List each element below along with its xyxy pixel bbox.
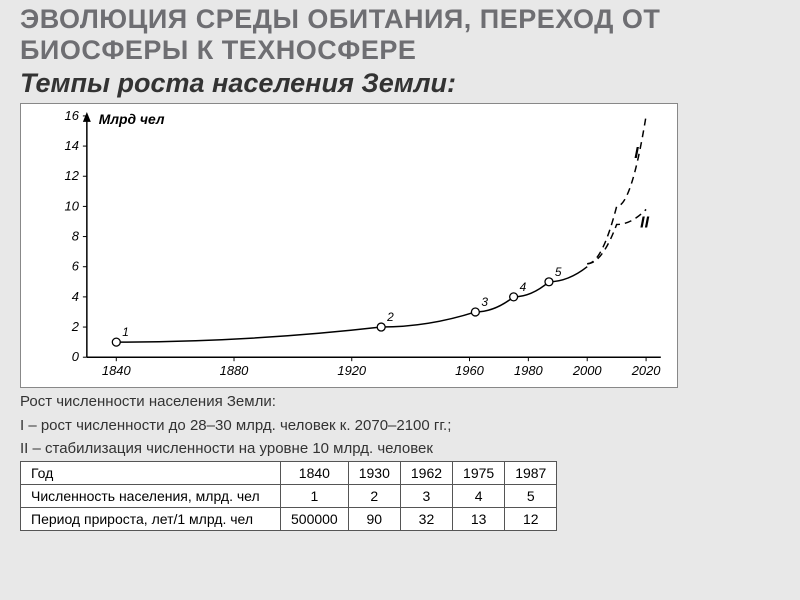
- table-row: Год 1840 1930 1962 1975 1987: [21, 461, 557, 484]
- svg-text:16: 16: [65, 108, 80, 123]
- cell: 1840: [281, 461, 349, 484]
- cell: 2: [348, 484, 400, 507]
- cell: 5: [505, 484, 557, 507]
- cell: 1962: [400, 461, 452, 484]
- cell: 12: [505, 507, 557, 530]
- table-row: Численность населения, млрд. чел 1 2 3 4…: [21, 484, 557, 507]
- cell: 1987: [505, 461, 557, 484]
- row-head: Численность населения, млрд. чел: [21, 484, 281, 507]
- svg-text:1: 1: [122, 325, 129, 339]
- chart-svg: 0246810121416184018801920196019802000202…: [21, 104, 677, 387]
- cell: 1975: [453, 461, 505, 484]
- data-table: Год 1840 1930 1962 1975 1987 Численность…: [20, 461, 557, 531]
- svg-text:1840: 1840: [102, 363, 132, 378]
- cell: 32: [400, 507, 452, 530]
- svg-text:3: 3: [481, 295, 488, 309]
- svg-text:6: 6: [72, 259, 80, 274]
- main-title: ЭВОЛЮЦИЯ СРЕДЫ ОБИТАНИЯ, ПЕРЕХОД ОТ БИОС…: [0, 0, 800, 66]
- svg-text:1980: 1980: [514, 363, 544, 378]
- svg-text:12: 12: [65, 168, 79, 183]
- subtitle: Темпы роста населения Земли:: [0, 66, 800, 103]
- row-head: Период прироста, лет/1 млрд. чел: [21, 507, 281, 530]
- cell: 90: [348, 507, 400, 530]
- caption-line-2: I – рост численности до 28–30 млрд. чело…: [0, 412, 800, 436]
- svg-text:8: 8: [72, 229, 80, 244]
- caption-line-1: Рост численности населения Земли:: [0, 388, 800, 412]
- cell: 3: [400, 484, 452, 507]
- svg-text:4: 4: [72, 289, 79, 304]
- svg-text:Млрд чел: Млрд чел: [99, 111, 165, 127]
- svg-text:1960: 1960: [455, 363, 485, 378]
- svg-text:10: 10: [65, 198, 80, 213]
- svg-text:2020: 2020: [631, 363, 662, 378]
- svg-text:II: II: [640, 215, 649, 232]
- cell: 13: [453, 507, 505, 530]
- svg-text:5: 5: [555, 265, 562, 279]
- svg-text:2: 2: [386, 310, 394, 324]
- caption-line-3: II – стабилизация численности на уровне …: [0, 435, 800, 459]
- row-head: Год: [21, 461, 281, 484]
- cell: 4: [453, 484, 505, 507]
- table-row: Период прироста, лет/1 млрд. чел 500000 …: [21, 507, 557, 530]
- cell: 1: [281, 484, 349, 507]
- svg-text:1920: 1920: [337, 363, 367, 378]
- svg-text:I: I: [634, 145, 639, 162]
- svg-text:2000: 2000: [572, 363, 603, 378]
- svg-text:4: 4: [520, 280, 527, 294]
- svg-text:2: 2: [71, 319, 79, 334]
- svg-text:14: 14: [65, 138, 79, 153]
- svg-text:1880: 1880: [220, 363, 250, 378]
- population-chart: 0246810121416184018801920196019802000202…: [20, 103, 678, 388]
- cell: 500000: [281, 507, 349, 530]
- svg-text:0: 0: [72, 349, 80, 364]
- cell: 1930: [348, 461, 400, 484]
